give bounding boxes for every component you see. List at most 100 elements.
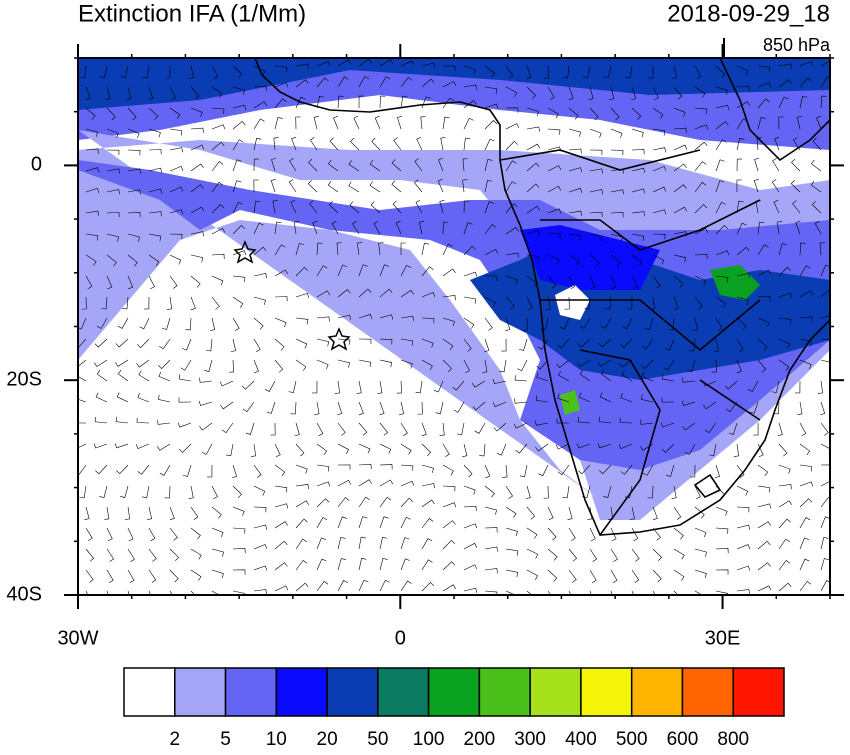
- wind-barb: [106, 527, 113, 542]
- wind-barb: [433, 380, 444, 393]
- wind-barb: [379, 558, 388, 571]
- wind-barb: [589, 211, 603, 218]
- wind-barb: [312, 380, 318, 394]
- wind-barb: [313, 115, 319, 130]
- wind-barb: [736, 589, 750, 595]
- wind-barb: [631, 128, 644, 138]
- wind-barb: [435, 401, 444, 415]
- wind-barb: [610, 107, 620, 121]
- wind-barb: [274, 359, 284, 373]
- wind-barb: [687, 359, 696, 372]
- aerosol-area: [520, 225, 660, 290]
- wind-barb: [578, 464, 591, 475]
- wind-barb: [791, 158, 801, 172]
- wind-barb: [817, 380, 823, 394]
- wind-barb: [568, 107, 579, 120]
- wind-barb: [505, 296, 515, 310]
- wind-barb: [661, 397, 675, 403]
- wind-barb: [673, 506, 682, 520]
- wind-barb: [556, 418, 570, 424]
- wind-barb: [190, 86, 200, 100]
- wind-barb: [85, 254, 97, 266]
- wind-barb: [106, 107, 116, 121]
- wind-barb: [631, 107, 642, 120]
- wind-barb: [547, 569, 558, 582]
- wind-barb: [545, 296, 551, 311]
- wind-barb: [190, 569, 202, 581]
- wind-barb: [442, 561, 456, 571]
- wind-barb: [673, 86, 683, 100]
- wind-barb: [127, 189, 141, 195]
- wind-barb: [122, 296, 129, 310]
- wind-barb: [736, 65, 749, 76]
- wind-barb: [589, 233, 603, 242]
- wind-barb: [622, 317, 633, 330]
- colorbar-label: 5: [220, 729, 231, 750]
- wind-barb: [756, 137, 762, 151]
- wind-barb: [631, 211, 645, 217]
- wind-barb: [188, 65, 195, 80]
- wind-barb: [391, 159, 402, 172]
- colorbar-label: 800: [717, 729, 749, 750]
- wind-barb: [652, 165, 667, 172]
- wind-barb: [274, 269, 289, 277]
- wind-barb: [598, 359, 612, 367]
- wind-barb: [148, 128, 161, 138]
- wind-barb: [526, 527, 538, 539]
- wind-barb: [295, 338, 308, 349]
- wind-barb: [754, 157, 760, 172]
- wind-barb: [295, 317, 309, 325]
- wind-barb: [757, 98, 770, 109]
- wind-barb: [505, 123, 520, 130]
- wind-barb: [148, 188, 163, 194]
- wind-barb: [157, 419, 171, 425]
- wind-barb: [273, 137, 279, 151]
- wind-barb: [603, 65, 612, 79]
- wind-barb: [421, 266, 434, 277]
- wind-barb: [463, 464, 473, 478]
- wind-barb: [253, 200, 261, 214]
- wind-barb: [169, 147, 184, 153]
- wind-barb: [337, 95, 344, 109]
- wind-barb: [484, 65, 496, 78]
- wind-barb: [232, 104, 247, 110]
- wind-barb: [463, 271, 478, 277]
- wind-barb: [377, 380, 383, 394]
- wind-barb: [414, 179, 423, 193]
- wind-barb: [442, 359, 452, 373]
- wind-barb: [621, 370, 633, 382]
- wind-barb: [420, 116, 426, 130]
- wind-barb: [250, 443, 257, 457]
- wind-barb: [201, 443, 213, 455]
- wind-barb: [736, 158, 743, 172]
- wind-barb: [724, 380, 738, 390]
- wind-barb: [291, 136, 297, 151]
- wind-barb: [725, 401, 738, 413]
- x-tick-label: 0: [395, 627, 406, 649]
- wind-barb: [141, 485, 150, 499]
- wind-barb: [505, 203, 518, 214]
- wind-barb: [94, 338, 108, 348]
- wind-barb: [703, 401, 717, 410]
- wind-barb: [85, 210, 99, 216]
- wind-barb: [288, 179, 297, 193]
- wind-barb: [232, 590, 246, 595]
- wind-barb: [232, 250, 247, 256]
- wind-barb: [579, 370, 591, 382]
- wind-barb: [211, 296, 220, 310]
- wind-barb: [610, 569, 618, 584]
- wind-barb: [610, 149, 624, 156]
- wind-barb: [484, 179, 493, 193]
- wind-barb: [316, 242, 323, 256]
- wind-barb: [715, 159, 725, 172]
- wind-barb: [757, 464, 769, 477]
- wind-barb: [543, 485, 549, 499]
- wind-barb: [378, 242, 384, 256]
- wind-barb: [668, 317, 675, 331]
- wind-barb: [178, 443, 192, 453]
- wind-barb: [211, 65, 219, 80]
- wind-barb: [207, 464, 213, 478]
- wind-barb: [631, 86, 637, 101]
- wind-barb: [295, 243, 304, 256]
- wind-barb: [694, 124, 709, 130]
